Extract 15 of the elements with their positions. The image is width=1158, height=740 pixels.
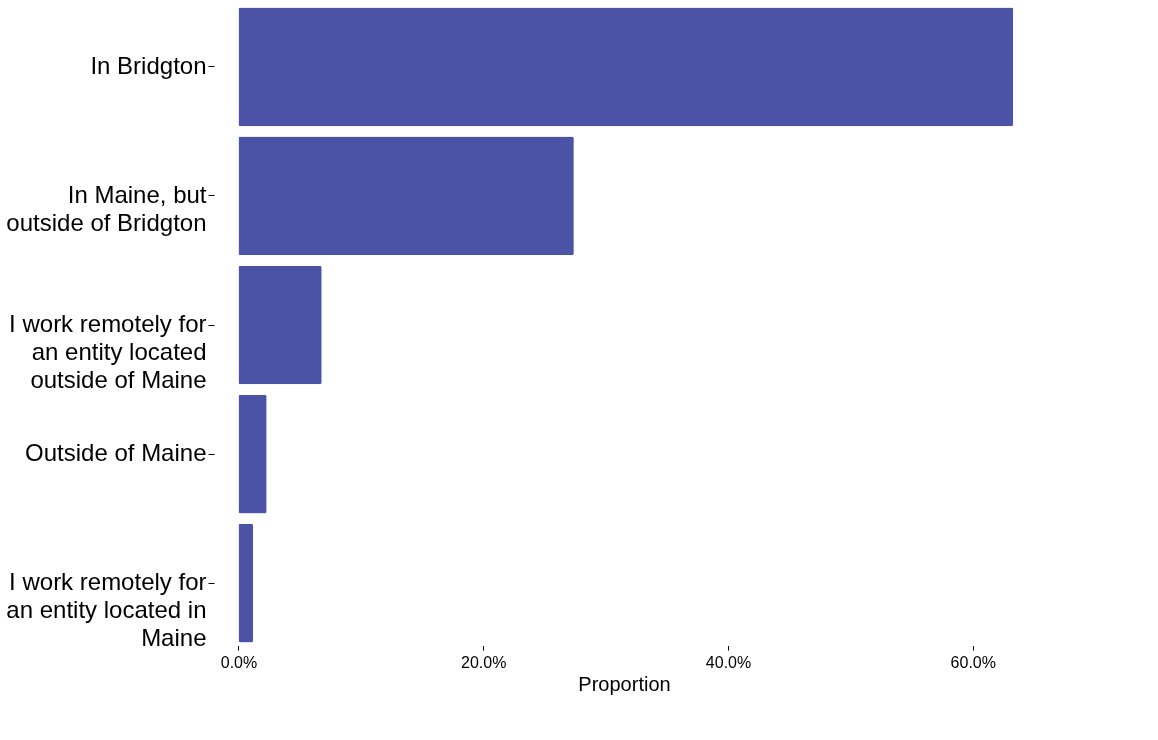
x-axis-title: Proportion — [578, 672, 671, 695]
bar — [238, 136, 574, 256]
x-tick-label: 0.0% — [220, 653, 258, 671]
x-tick-label: 40.0% — [705, 653, 752, 671]
bar — [238, 394, 267, 514]
x-tick-label: 60.0% — [950, 653, 996, 671]
x-tick-label: 20.0% — [461, 653, 507, 671]
bar — [238, 265, 322, 385]
y-tick-label: In Bridgton — [90, 51, 207, 79]
y-tick-label: I work remotely for an entity located in Maine — [6, 568, 207, 652]
bar — [238, 7, 1014, 127]
bar — [238, 523, 254, 643]
y-tick-label: Outside of Maine — [25, 439, 207, 467]
y-tick-label: I work remotely for an entity located outside of Maine — [9, 310, 207, 393]
y-tick-label: In Maine, but outside of Bridgton — [6, 180, 207, 236]
